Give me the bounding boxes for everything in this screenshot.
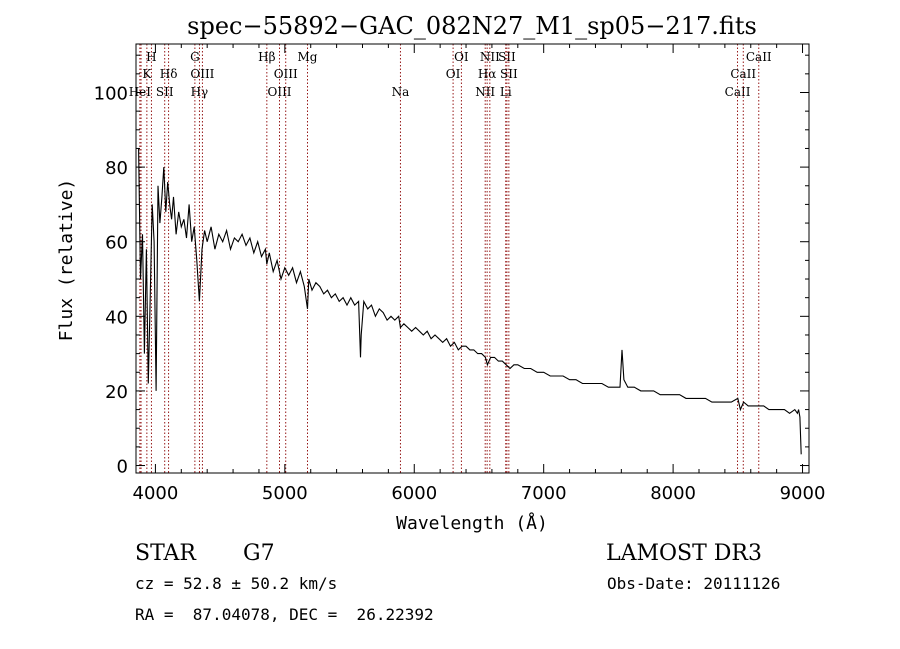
line-marker-label-15: OI [454, 50, 469, 64]
ra-dec-coordinates: RA = 87.04078, DEC = 26.22392 [135, 605, 434, 624]
object-class: STAR [135, 541, 197, 566]
line-marker-label-6: G [190, 50, 200, 64]
y-axis-label: Flux (relative) [56, 179, 77, 342]
x-axis-ticks: 4000 5000 6000 7000 8000 9000 [133, 44, 826, 504]
x-tick-label-3: 7000 [521, 483, 567, 504]
x-axis-label: Wavelength (Å) [396, 512, 548, 534]
spectral-line-markers: HeIKHSIIHδGHγOIIIHβOIIIOIIIMgNaOIOINIIHα… [129, 44, 772, 473]
line-marker-label-21: SII [500, 67, 518, 81]
line-marker-label-14: OI [446, 67, 461, 81]
y-tick-label-1: 20 [105, 382, 128, 403]
line-marker-label-16: NII [475, 85, 495, 99]
object-subclass: G7 [243, 541, 275, 566]
line-marker-label-7: Hγ [191, 85, 209, 99]
x-tick-label-0: 4000 [133, 483, 179, 504]
line-marker-label-4: SII [156, 85, 174, 99]
x-tick-label-5: 9000 [780, 483, 826, 504]
y-tick-label-3: 60 [105, 233, 128, 254]
y-tick-label-0: 0 [117, 457, 128, 478]
line-marker-label-12: Mg [298, 50, 318, 64]
flux-spectrum-line [138, 148, 802, 455]
observation-date: Obs-Date: 20111126 [607, 574, 780, 593]
line-marker-label-11: OIII [274, 67, 298, 81]
x-tick-label-2: 6000 [391, 483, 437, 504]
chart-title: spec−55892−GAC_082N27_M1_sp05−217.fits [187, 12, 757, 40]
line-marker-label-9: Hβ [258, 50, 275, 64]
line-marker-label-23: CaII [730, 67, 756, 81]
y-tick-label-2: 40 [105, 307, 128, 328]
line-marker-label-8: OIII [190, 67, 214, 81]
line-marker-label-2: K [142, 67, 152, 81]
x-tick-label-4: 8000 [650, 483, 696, 504]
plot-frame [135, 43, 810, 474]
line-marker-label-10: OIII [267, 85, 291, 99]
y-tick-label-5: 100 [94, 83, 128, 104]
line-marker-label-3: H [146, 50, 156, 64]
line-marker-label-13: Na [392, 85, 410, 99]
line-marker-label-5: Hδ [160, 67, 178, 81]
line-marker-label-19: Li [500, 85, 512, 99]
line-marker-label-20: SII [498, 50, 516, 64]
redshift-velocity: cz = 52.8 ± 50.2 km/s [135, 574, 337, 593]
x-tick-label-1: 5000 [262, 483, 308, 504]
line-marker-label-24: CaII [746, 50, 772, 64]
y-axis-ticks: 0 20 40 60 80 100 [94, 54, 809, 478]
line-marker-label-18: NII [480, 50, 500, 64]
line-marker-label-22: CaII [725, 85, 751, 99]
survey-name: LAMOST DR3 [606, 541, 762, 566]
y-tick-label-4: 80 [105, 158, 128, 179]
line-marker-label-17: Hα [478, 67, 497, 81]
